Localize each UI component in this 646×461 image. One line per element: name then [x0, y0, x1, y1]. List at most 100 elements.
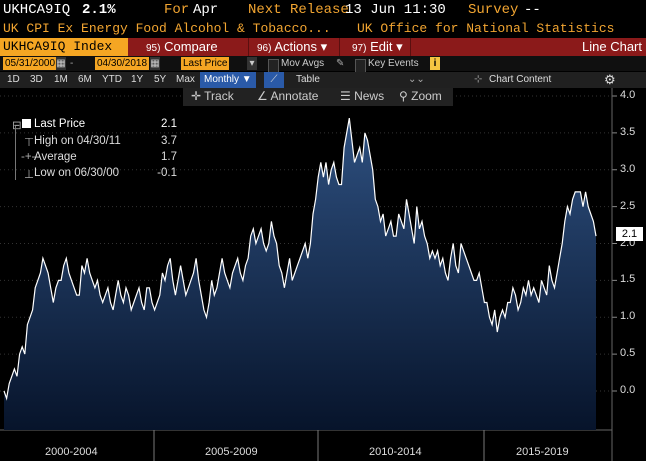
- range-6m[interactable]: 6M: [78, 74, 92, 85]
- y-tick-label: 0.5: [620, 347, 636, 360]
- range-max[interactable]: Max: [176, 74, 195, 85]
- survey-value: --: [524, 2, 541, 18]
- price-chart[interactable]: [0, 88, 646, 461]
- chart-legend: ⊟ Last Price 2.1 ⊤ High on 04/30/11 3.7 …: [12, 116, 182, 186]
- calendar-icon[interactable]: ▦: [56, 57, 66, 70]
- data-source: UK Office for National Statistics: [357, 21, 615, 36]
- news-label: News: [354, 89, 385, 103]
- for-label: For: [164, 2, 190, 18]
- info-icon[interactable]: i: [430, 57, 440, 70]
- actions-number: 96): [257, 43, 272, 54]
- track-button[interactable]: ✛ Track: [191, 89, 234, 103]
- legend-average: -+- Average 1.7: [12, 151, 182, 166]
- compare-number: 95): [146, 43, 161, 54]
- annotate-label: Annotate: [270, 89, 319, 103]
- dropdown-icon[interactable]: ▾: [247, 57, 257, 70]
- range-3d[interactable]: 3D: [30, 74, 43, 85]
- description-row: UK CPI Ex Energy Food Alcohol & Tobacco.…: [0, 20, 646, 38]
- header-row: UKHCA9IQ 2.1% For Apr Next Release 13 Ju…: [0, 0, 646, 20]
- annotate-icon: ∠: [257, 89, 271, 103]
- annotate-button[interactable]: ∠ Annotate: [257, 89, 318, 103]
- price-area: [4, 118, 596, 430]
- collapse-icon[interactable]: ⊟: [12, 120, 22, 132]
- news-icon: ☰: [340, 89, 355, 103]
- line-chart-icon[interactable]: ⟋: [264, 72, 284, 88]
- high-marker-icon: ⊤: [24, 137, 35, 149]
- key-events-label: Key Events: [368, 58, 419, 69]
- legend-last-price[interactable]: ⊟ Last Price 2.1: [12, 118, 182, 133]
- range-bar: 1D 3D 1M 6M YTD 1Y 5Y Max Monthly ▼ ⟋ Ta…: [0, 72, 646, 88]
- legend-low-label: Low on 06/30/00: [34, 167, 120, 179]
- y-tick-label: 3.0: [620, 162, 636, 175]
- actions-button[interactable]: 96) Actions ▾: [257, 38, 340, 56]
- period: Apr: [193, 2, 219, 18]
- gear-icon[interactable]: ⚙: [604, 72, 616, 87]
- legend-low: ⊥ Low on 06/30/00 -0.1: [12, 167, 182, 182]
- next-release-date: 13 Jun 11:30: [345, 2, 446, 18]
- zoom-button[interactable]: ⚲ Zoom: [399, 89, 442, 103]
- frequency-dropdown[interactable]: Monthly ▼: [200, 72, 256, 88]
- calendar-icon[interactable]: ▦: [150, 57, 160, 70]
- next-release-label: Next Release: [248, 2, 349, 18]
- range-1d[interactable]: 1D: [7, 74, 20, 85]
- legend-average-value: 1.7: [161, 151, 177, 163]
- legend-high: ⊤ High on 04/30/11 3.7: [12, 135, 182, 150]
- x-axis-label: 2015-2019: [516, 446, 569, 458]
- crosshair-icon: ✛: [191, 89, 205, 103]
- compare-label: Compare: [164, 39, 218, 54]
- actions-label: Actions: [274, 39, 317, 54]
- legend-high-value: 3.7: [161, 135, 177, 147]
- chart-toolbar: ✛ Track ∠ Annotate ☰ News ⚲ Zoom: [183, 88, 453, 106]
- news-button[interactable]: ☰ News: [340, 89, 384, 103]
- settings-bar: 05/31/2000 ▦ - 04/30/2018 ▦ Last Price ▾…: [0, 56, 646, 74]
- table-button[interactable]: Table: [296, 74, 320, 85]
- y-tick-label: 1.5: [620, 273, 636, 286]
- compare-button[interactable]: 95) Compare: [146, 38, 249, 56]
- legend-last-price-value: 2.1: [161, 118, 177, 130]
- date-separator: -: [70, 58, 74, 69]
- start-date-field[interactable]: 05/31/2000: [3, 57, 58, 70]
- current-value-marker: 2.1: [616, 227, 643, 241]
- mov-avgs-label: Mov Avgs: [281, 58, 325, 69]
- legend-tree-line: [15, 126, 16, 180]
- chart-content-icon: ⊹: [474, 74, 483, 85]
- security-input[interactable]: UKHCA9IQ Index: [0, 38, 128, 56]
- low-marker-icon: ⊥: [24, 169, 35, 181]
- zoom-label: Zoom: [411, 89, 442, 103]
- average-marker-icon: -+-: [21, 151, 36, 163]
- magnifier-icon: ⚲: [399, 89, 412, 103]
- y-tick-label: 4.0: [620, 89, 636, 101]
- edit-label: Edit: [370, 39, 393, 54]
- x-axis-separators: [153, 430, 485, 461]
- legend-high-label: High on 04/30/11: [34, 135, 121, 147]
- y-tick-label: 0.0: [620, 384, 636, 396]
- chevron-down-icon: ▾: [320, 39, 328, 54]
- range-ytd[interactable]: YTD: [102, 74, 122, 85]
- track-label: Track: [204, 89, 234, 103]
- chevron-down-icon: ▾: [396, 39, 403, 54]
- view-title: Line Chart: [582, 39, 642, 54]
- legend-average-label: Average: [34, 151, 77, 163]
- y-tick-label: 3.5: [620, 125, 636, 138]
- chart-content-button[interactable]: Chart Content: [489, 74, 552, 85]
- x-axis-label: 2000-2004: [45, 446, 98, 458]
- legend-last-price-label: Last Price: [34, 118, 86, 130]
- command-bar: UKHCA9IQ Index 95) Compare 96) Actions ▾…: [0, 38, 646, 56]
- white-swatch-icon: [22, 119, 31, 128]
- end-date-field[interactable]: 04/30/2018: [95, 57, 150, 70]
- edit-button[interactable]: 97) Edit ▾: [352, 38, 411, 56]
- security-description: UK CPI Ex Energy Food Alcohol & Tobacco.…: [3, 21, 331, 36]
- range-5y[interactable]: 5Y: [154, 74, 167, 85]
- price-line: [3, 117, 597, 401]
- collapse-icon[interactable]: ⌄⌄: [408, 74, 425, 85]
- pencil-icon[interactable]: ✎: [336, 58, 345, 69]
- ticker: UKHCA9IQ: [3, 2, 71, 18]
- survey-label: Survey: [468, 2, 519, 18]
- x-axis-label: 2010-2014: [369, 446, 422, 458]
- edit-number: 97): [352, 43, 367, 54]
- range-1m[interactable]: 1M: [54, 74, 68, 85]
- range-1y[interactable]: 1Y: [131, 74, 144, 85]
- x-axis-label: 2005-2009: [205, 446, 258, 458]
- last-value: 2.1%: [82, 2, 116, 18]
- field-select[interactable]: Last Price: [181, 57, 230, 70]
